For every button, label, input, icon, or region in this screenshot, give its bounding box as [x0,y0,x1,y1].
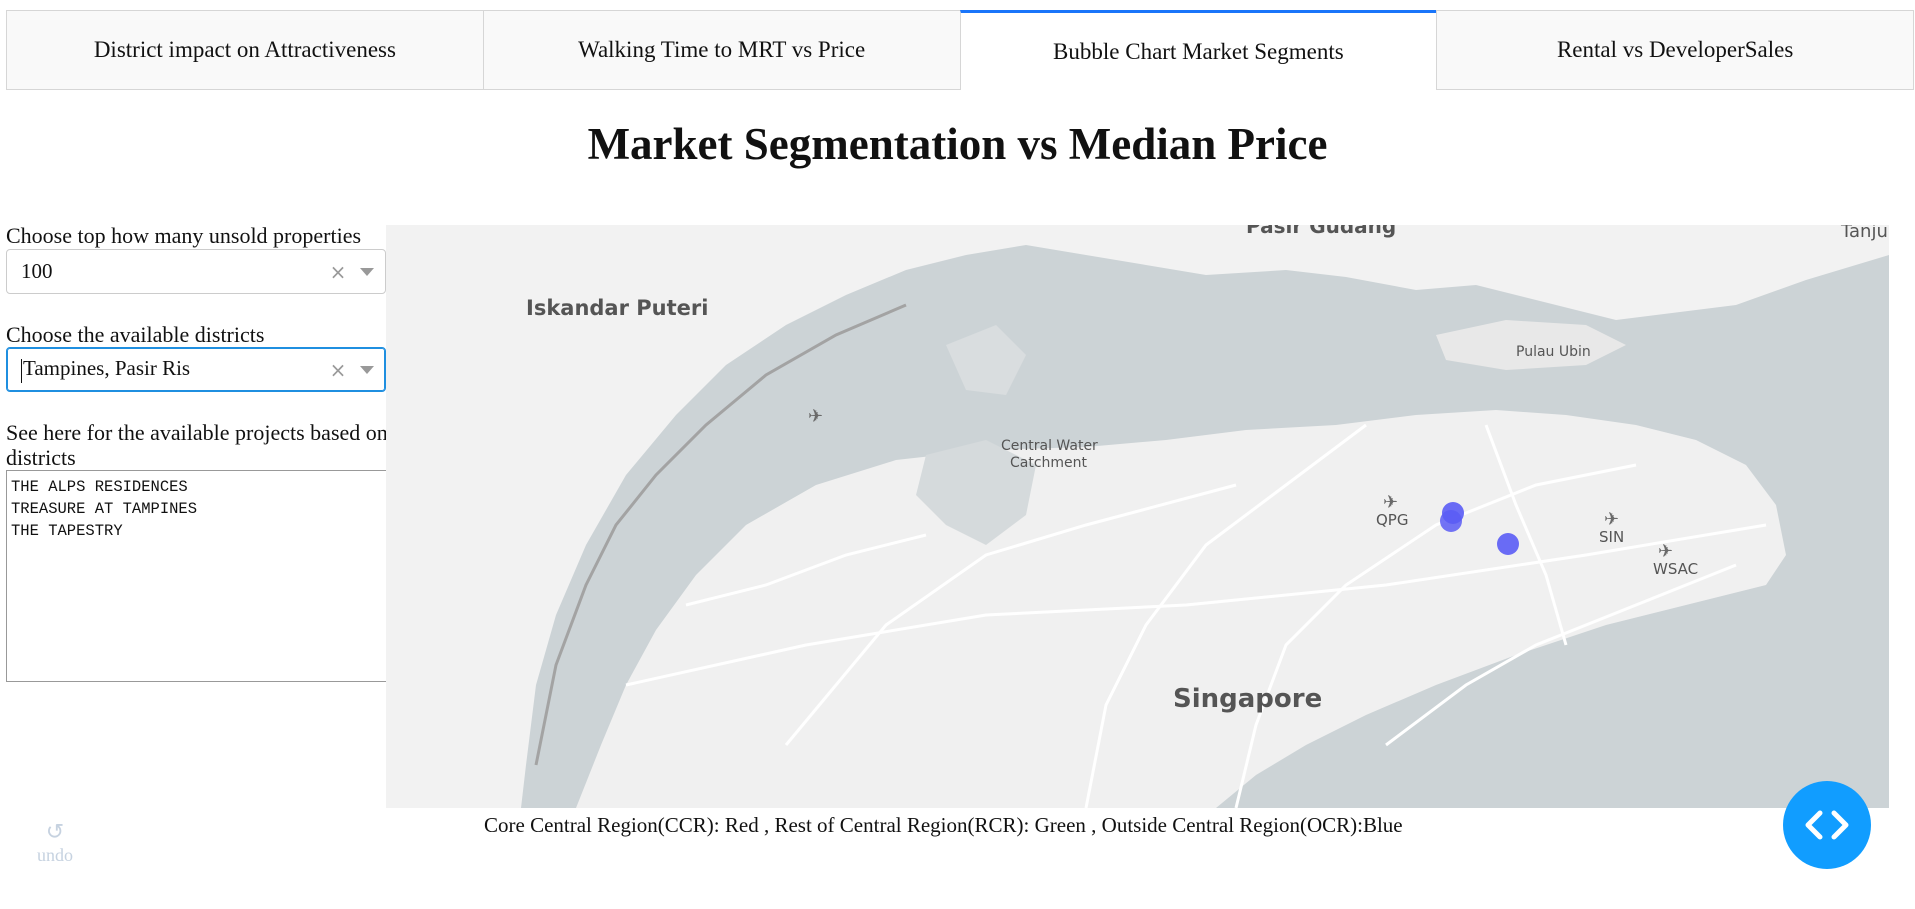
map-label-pulau-ubin: Pulau Ubin [1516,344,1591,360]
map-label-iskandar: Iskandar Puteri [526,296,708,320]
top-properties-dropdown[interactable]: 100 × [6,249,386,294]
airport-icon: ✈ [1658,541,1673,562]
districts-value-wrap: Tampines, Pasir Ris [21,356,327,383]
map-label-qpg: QPG [1376,511,1408,529]
pulau-ubin-island [1436,320,1626,370]
top-properties-label: Choose top how many unsold properties [6,223,362,248]
map-label-tanjung: Tanju [1840,225,1888,242]
johor-landmass [386,225,1889,808]
districts-label: Choose the available districts [6,322,265,347]
top-properties-value: 100 [21,259,53,283]
singapore-island [576,410,1786,808]
map-marker[interactable] [1497,533,1519,555]
tab-bar: District impact on Attractiveness Walkin… [6,10,1914,90]
map-canvas: Iskandar Puteri Pasir Gudang Tanju Pulau… [386,225,1889,808]
tab-bubble-chart[interactable]: Bubble Chart Market Segments [959,10,1437,90]
border-line [534,303,907,766]
tab-walking-time[interactable]: Walking Time to MRT vs Price [482,10,960,90]
clear-icon[interactable]: × [329,357,347,382]
map-label-catchment: Catchment [1010,455,1088,471]
airport-icon: ✈ [808,406,823,427]
tab-rental-vs-developer[interactable]: Rental vs DeveloperSales [1436,10,1914,90]
undo-icon: ↺ [45,820,65,845]
projects-textarea[interactable]: THE ALPS RESIDENCES TREASURE AT TAMPINES… [6,470,387,682]
map-label-central-water: Central Water [1001,438,1098,454]
map-label-wsac: WSAC [1653,560,1698,578]
airport-icon: ✈ [1604,509,1619,530]
singapore-map[interactable]: Iskandar Puteri Pasir Gudang Tanju Pulau… [386,225,1889,808]
region-legend-text: Core Central Region(CCR): Red , Rest of … [484,813,1403,837]
map-marker[interactable] [1440,510,1462,532]
districts-dropdown[interactable]: Tampines, Pasir Ris × [6,347,386,392]
code-icon [1805,810,1849,840]
page-title: Market Segmentation vs Median Price [587,119,1328,169]
chevron-down-icon[interactable] [349,267,385,276]
clear-icon[interactable]: × [329,259,347,284]
tab-district-impact[interactable]: District impact on Attractiveness [6,10,483,90]
map-label-singapore: Singapore [1173,684,1322,714]
reservoir-north [946,325,1026,395]
code-toggle-button[interactable] [1783,781,1871,869]
projects-label: See here for the available projects base… [6,420,388,470]
catchment-reservoir [916,440,1036,545]
road-network [625,423,1767,808]
map-label-sin: SIN [1599,528,1624,546]
text-caret [21,358,22,383]
airport-icon: ✈ [1383,492,1398,513]
chevron-down-icon[interactable] [349,365,385,374]
map-label-pasir-gudang: Pasir Gudang [1246,225,1396,238]
undo-label: undo [37,845,73,865]
undo-button[interactable]: ↺ undo [30,820,80,866]
districts-value: Tampines, Pasir Ris [23,356,191,381]
